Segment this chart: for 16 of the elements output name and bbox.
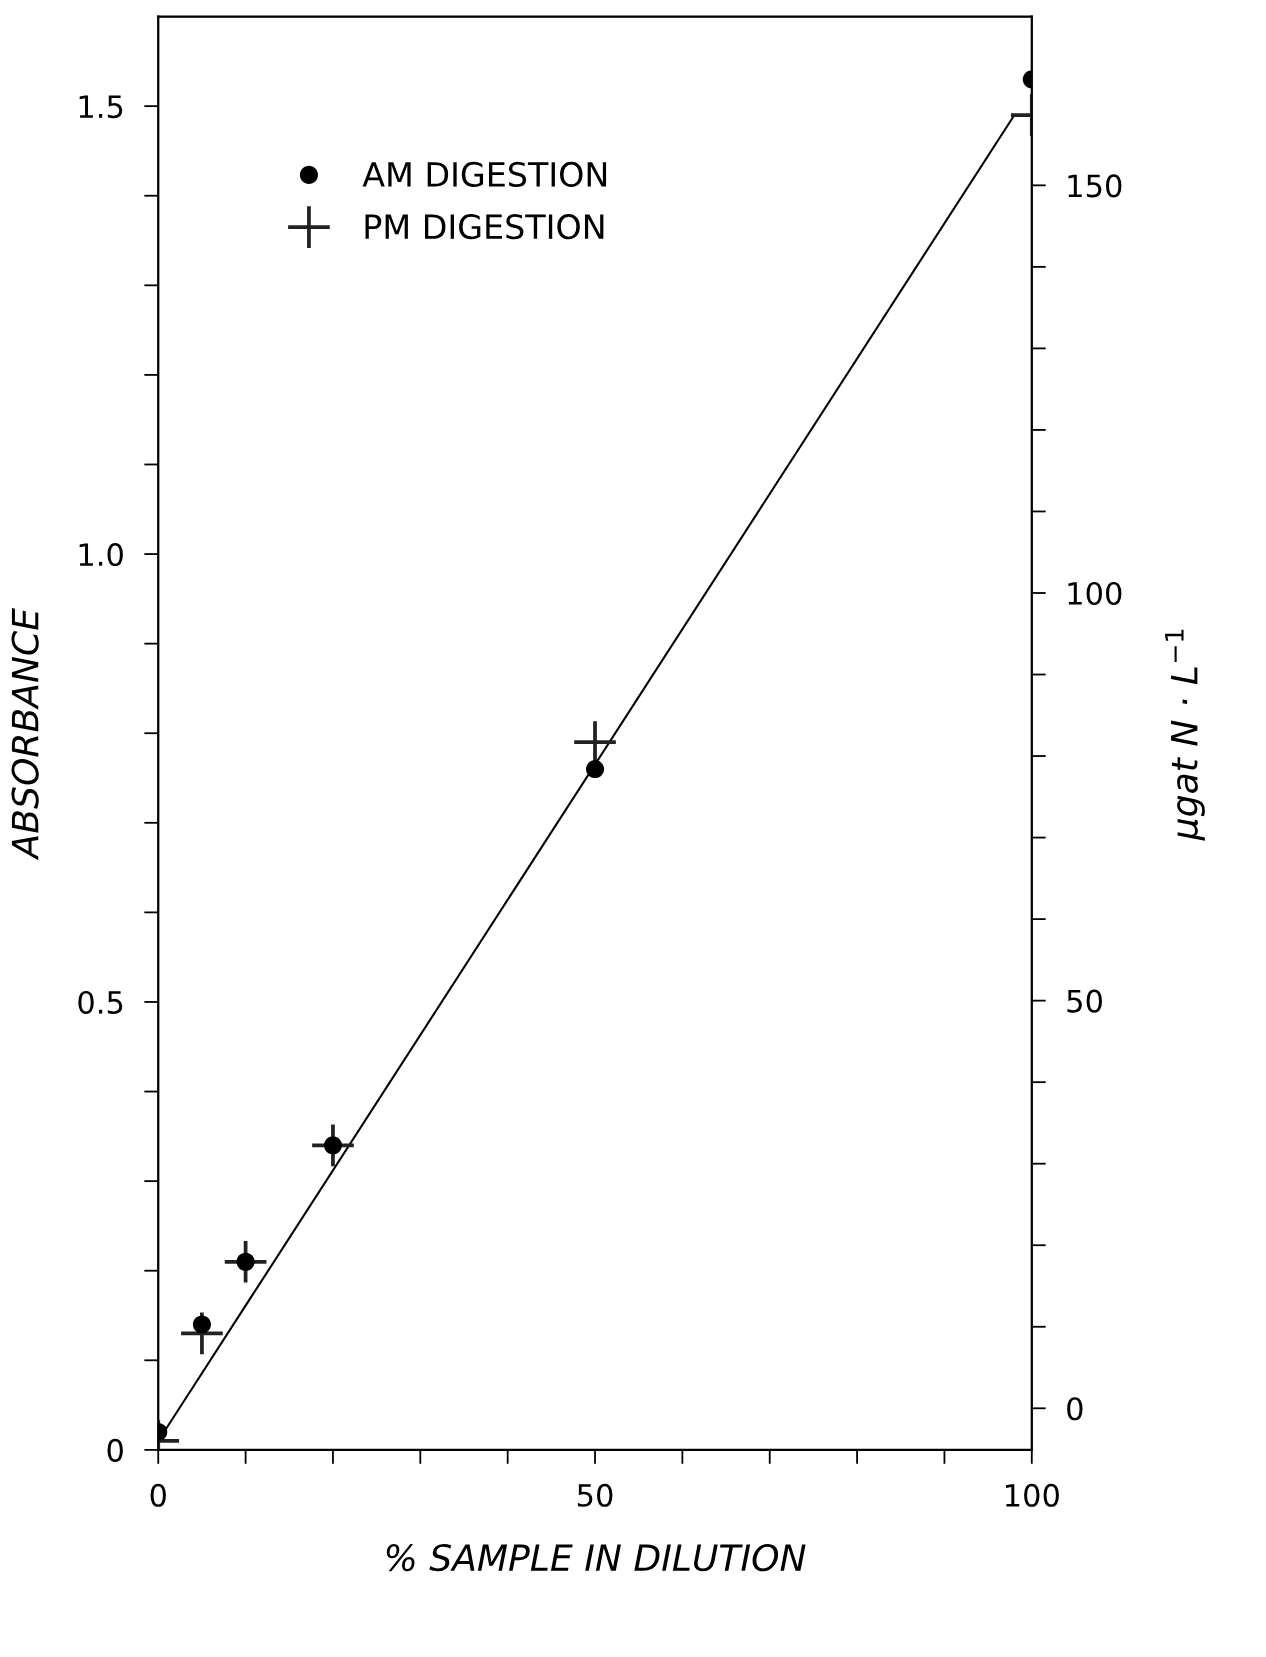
y-tick-label: 0.5 (78, 990, 123, 1015)
y2-tick-label: 150 (1068, 174, 1122, 198)
y-tick-label: 1.0 (79, 542, 123, 567)
y2-tick-label: 0 (1067, 1397, 1083, 1421)
y2-tick-label: 100 (1068, 581, 1122, 606)
y2-axis-title: µgat N · L$^{−1}$ (1165, 629, 1205, 841)
legend-label: PM DIGESTION (365, 214, 604, 240)
legend-label: AM DIGESTION (362, 161, 607, 188)
y-tick-label: 0 (107, 1438, 123, 1462)
x-axis-title: % SAMPLE IN DILUTION (386, 1543, 806, 1572)
y-axis-title: ABSORBANCE (11, 608, 39, 861)
y-tick-label: 1.5 (79, 95, 123, 119)
x-tick-label: 100 (1005, 1483, 1059, 1507)
y2-tick-label: 50 (1067, 989, 1102, 1013)
x-tick-label: 0 (150, 1483, 166, 1507)
x-tick-label: 50 (577, 1483, 613, 1507)
